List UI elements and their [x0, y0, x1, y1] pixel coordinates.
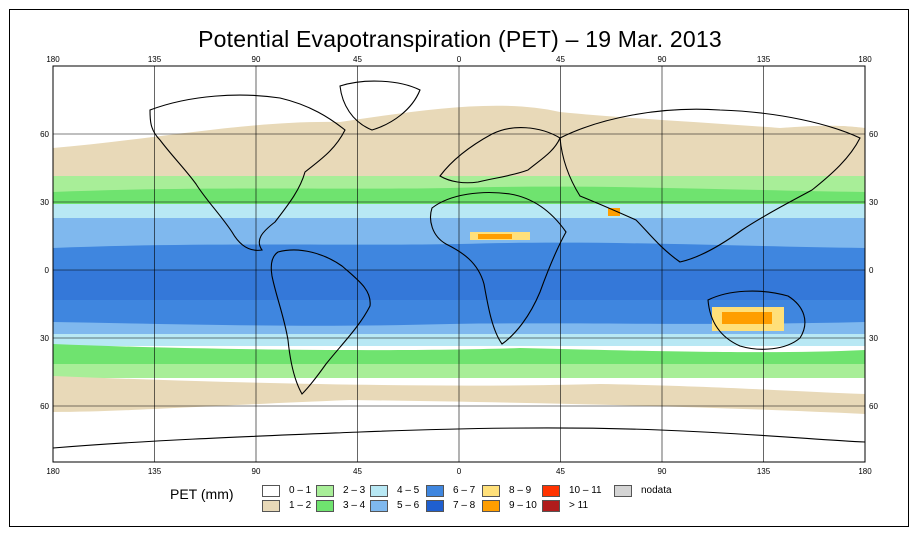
left-lat-labels: 60 30 0 30 60: [40, 130, 49, 411]
left-lat-label: 60: [40, 130, 49, 139]
left-lat-label: 60: [40, 402, 49, 411]
map-title: Potential Evapotranspiration (PET) – 19 …: [198, 26, 722, 52]
india-hotspot: [608, 208, 620, 216]
bottom-lon-label: 90: [252, 467, 261, 476]
legend-label-3-4: 3 – 4: [343, 500, 366, 511]
bottom-lon-label: 135: [148, 467, 162, 476]
legend-swatch-7-8: [426, 500, 444, 512]
top-lon-label: 135: [148, 55, 162, 64]
asia-coast: [559, 108, 861, 263]
top-lon-label: 45: [353, 55, 362, 64]
legend-label-4-5: 4 – 5: [397, 485, 420, 496]
top-lon-labels: 180 135 90 45 0 45 90 135 180: [46, 55, 872, 64]
top-lon-label: 180: [46, 55, 60, 64]
legend-label-8-9: 8 – 9: [509, 485, 532, 496]
legend-swatch-nodata: [614, 485, 632, 497]
greenland-coast: [339, 80, 421, 131]
right-lat-label: 60: [869, 402, 878, 411]
legend-title: PET (mm): [170, 486, 234, 502]
south-america-coast: [270, 249, 371, 395]
legend-label-7-8: 7 – 8: [453, 500, 476, 511]
legend-swatch-3-4: [316, 500, 334, 512]
bottom-lon-labels: 180 135 90 45 0 45 90 135 180: [46, 467, 872, 476]
antarctica-coast: [53, 427, 865, 449]
top-lon-label: 180: [858, 55, 872, 64]
right-lat-label: 30: [869, 334, 878, 343]
graticule: [53, 66, 865, 462]
legend-label-6-7: 6 – 7: [453, 485, 476, 496]
legend-label-0-1: 0 – 1: [289, 485, 312, 496]
africa-coast: [429, 192, 567, 345]
legend-swatch-1-2: [262, 500, 280, 512]
left-lat-label: 30: [40, 198, 49, 207]
legend-swatch-5-6: [370, 500, 388, 512]
legend-label-1-2: 1 – 2: [289, 500, 312, 511]
bottom-lon-label: 180: [46, 467, 60, 476]
sahel-hotspot-9-10: [478, 234, 512, 239]
bottom-lon-label: 90: [658, 467, 667, 476]
right-lat-label: 0: [869, 266, 874, 275]
bottom-lon-label: 135: [757, 467, 771, 476]
top-lon-label: 0: [457, 55, 462, 64]
left-lat-label: 30: [40, 334, 49, 343]
legend-label-5-6: 5 – 6: [397, 500, 420, 511]
legend-swatch-6-7: [426, 485, 444, 497]
bottom-lon-label: 45: [556, 467, 565, 476]
bottom-lon-label: 45: [353, 467, 362, 476]
right-lat-label: 60: [869, 130, 878, 139]
legend-label-9-10: 9 – 10: [509, 500, 537, 511]
legend-label-10-11: 10 – 11: [569, 485, 602, 496]
legend-swatch-0-1: [262, 485, 280, 497]
right-lat-label: 30: [869, 198, 878, 207]
legend-swatch-9-10: [482, 500, 500, 512]
top-lon-label: 45: [556, 55, 565, 64]
map-border: [52, 65, 866, 463]
australia-hotspot-9-10: [722, 312, 772, 324]
top-lon-label: 135: [757, 55, 771, 64]
right-lat-labels: 60 30 0 30 60: [869, 130, 878, 411]
europe-coast: [439, 127, 561, 184]
legend-label-2-3: 2 – 3: [343, 485, 366, 496]
legend-swatch-4-5: [370, 485, 388, 497]
legend-swatch-2-3: [316, 485, 334, 497]
top-lon-label: 90: [658, 55, 667, 64]
coastlines: [53, 80, 865, 449]
legend-label-nodata: nodata: [641, 485, 672, 496]
legend-swatch-gt-11: [542, 500, 560, 512]
north-america-coast: [149, 94, 346, 251]
top-lon-label: 90: [252, 55, 261, 64]
legend-swatch-10-11: [542, 485, 560, 497]
legend-label-gt-11: > 11: [569, 500, 588, 511]
bottom-lon-label: 0: [457, 467, 462, 476]
bottom-lon-label: 180: [858, 467, 872, 476]
legend-swatch-8-9: [482, 485, 500, 497]
left-lat-label: 0: [45, 266, 50, 275]
